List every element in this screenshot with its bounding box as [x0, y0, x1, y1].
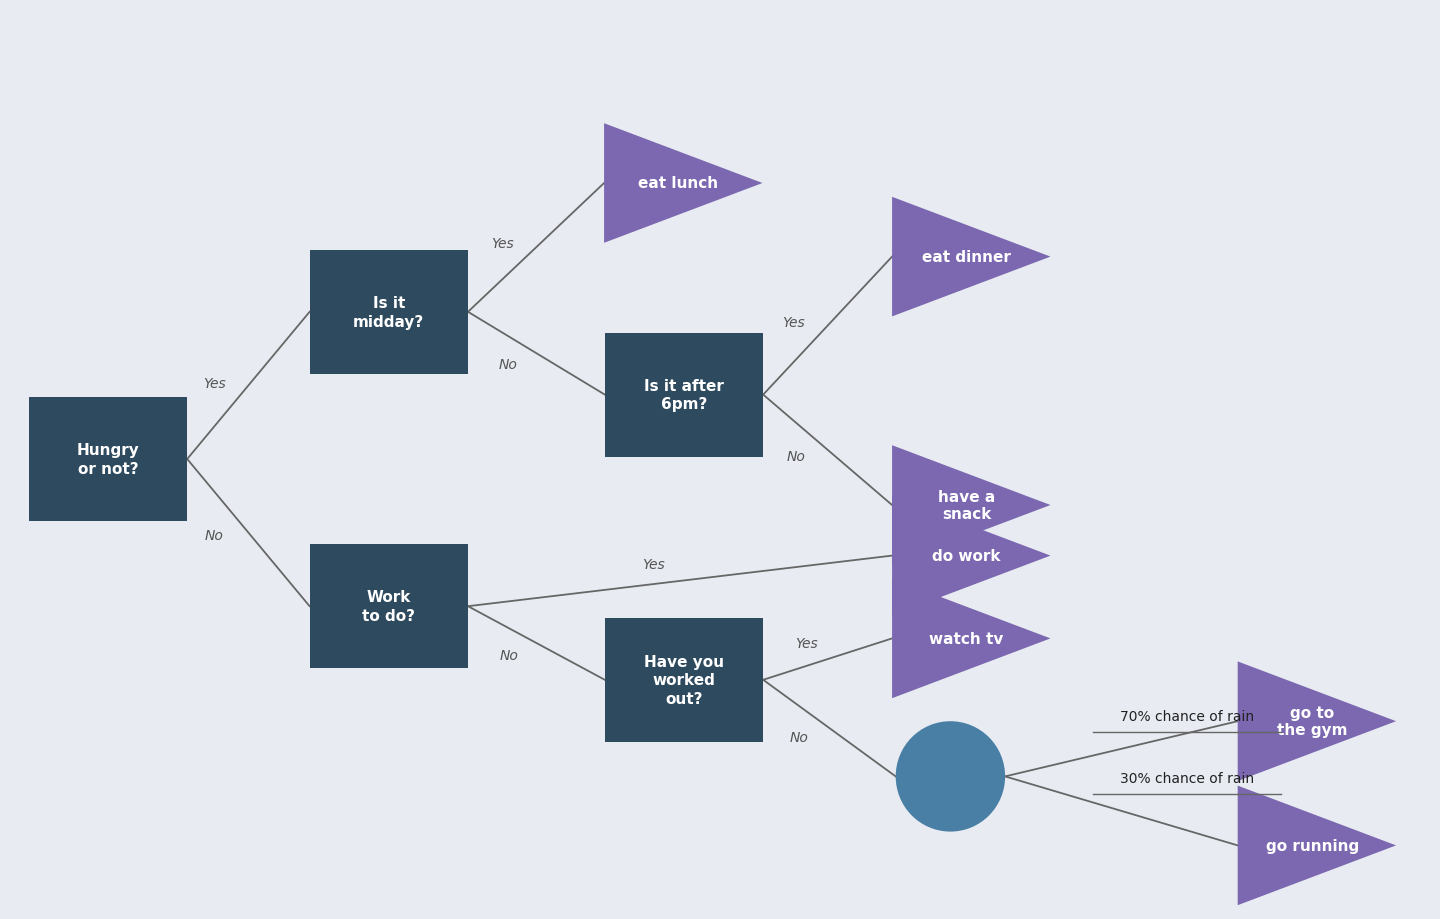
Polygon shape: [893, 579, 1051, 698]
Polygon shape: [893, 496, 1051, 616]
Polygon shape: [1238, 786, 1397, 905]
FancyBboxPatch shape: [605, 618, 763, 743]
Polygon shape: [1238, 662, 1397, 781]
Text: No: No: [204, 528, 223, 542]
Text: eat dinner: eat dinner: [922, 250, 1011, 265]
FancyBboxPatch shape: [605, 334, 763, 458]
Text: Have you
worked
out?: Have you worked out?: [644, 654, 724, 706]
Text: go to
the gym: go to the gym: [1277, 705, 1348, 738]
Text: Is it after
6pm?: Is it after 6pm?: [644, 379, 724, 412]
Text: eat lunch: eat lunch: [638, 176, 719, 191]
FancyBboxPatch shape: [29, 397, 187, 522]
Text: do work: do work: [932, 549, 1001, 563]
Text: 30% chance of rain: 30% chance of rain: [1120, 771, 1254, 785]
Polygon shape: [893, 198, 1051, 317]
Text: No: No: [789, 730, 808, 743]
FancyBboxPatch shape: [310, 544, 468, 669]
Text: Yes: Yes: [795, 636, 818, 651]
Text: Yes: Yes: [203, 377, 226, 391]
Text: Yes: Yes: [782, 316, 805, 330]
Ellipse shape: [896, 721, 1005, 832]
FancyBboxPatch shape: [310, 250, 468, 375]
Text: No: No: [500, 648, 518, 662]
Text: have a
snack: have a snack: [937, 489, 995, 522]
Text: go running: go running: [1266, 838, 1359, 853]
Text: Hungry
or not?: Hungry or not?: [76, 443, 140, 476]
Text: Is it
midday?: Is it midday?: [353, 296, 425, 329]
Polygon shape: [893, 446, 1051, 565]
Text: watch tv: watch tv: [929, 631, 1004, 646]
Text: Yes: Yes: [642, 557, 664, 571]
Text: No: No: [498, 357, 517, 371]
Text: Work
to do?: Work to do?: [363, 590, 415, 623]
Polygon shape: [605, 124, 763, 244]
Text: No: No: [786, 450, 805, 464]
Text: Yes: Yes: [491, 236, 514, 250]
Text: 70% chance of rain: 70% chance of rain: [1120, 709, 1254, 723]
